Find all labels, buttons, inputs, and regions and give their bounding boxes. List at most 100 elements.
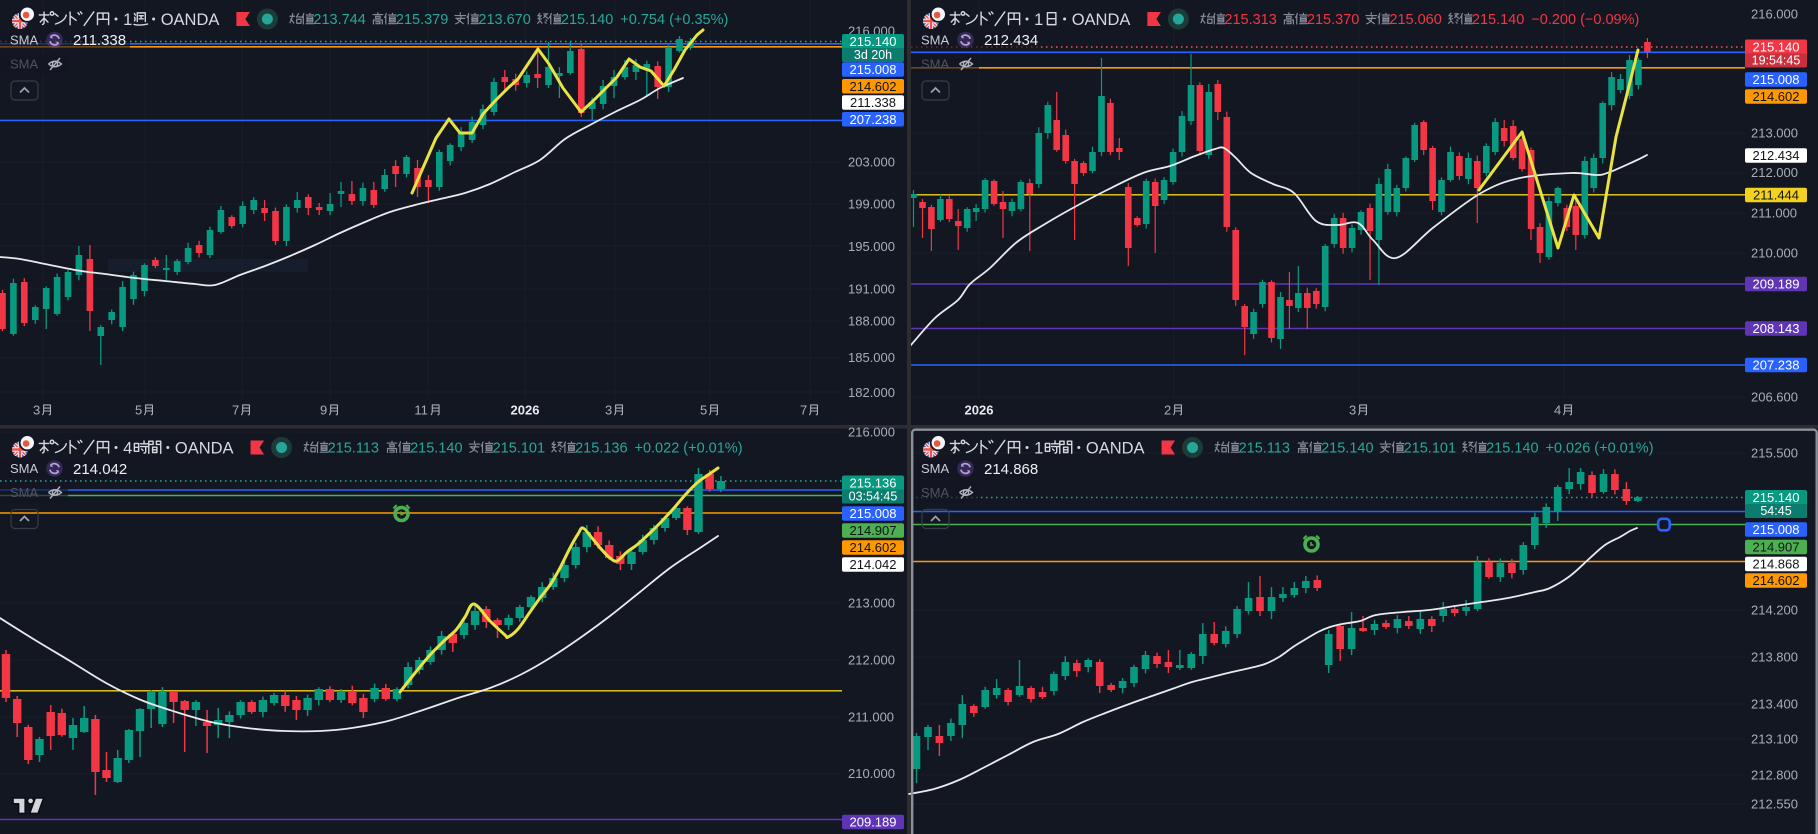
svg-text:215.136: 215.136	[575, 441, 627, 457]
svg-text:212.800: 212.800	[1751, 768, 1798, 783]
svg-text:OANDA: OANDA	[1086, 439, 1145, 457]
svg-text:199.000: 199.000	[848, 197, 895, 212]
svg-text:SMA: SMA	[10, 57, 39, 72]
svg-text:OANDA: OANDA	[161, 11, 220, 29]
svg-text:214.200: 214.200	[1751, 603, 1798, 618]
svg-text:19:54:45: 19:54:45	[1752, 53, 1801, 67]
svg-text:+0.754 (+0.35%): +0.754 (+0.35%)	[620, 12, 728, 28]
svg-text:209.189: 209.189	[1753, 277, 1800, 292]
svg-text:SMA: SMA	[921, 485, 950, 500]
svg-text:03:54:45: 03:54:45	[849, 489, 898, 503]
svg-text:213.670: 213.670	[478, 12, 530, 28]
svg-text:188.000: 188.000	[848, 314, 895, 329]
svg-text:214.602: 214.602	[850, 540, 897, 555]
svg-text:215.370: 215.370	[1307, 12, 1359, 28]
svg-text:211.000: 211.000	[1751, 206, 1797, 221]
svg-text:212.550: 212.550	[1751, 797, 1798, 812]
svg-text:1: 1	[1034, 439, 1043, 457]
svg-text:+0.026 (+0.01%): +0.026 (+0.01%)	[1546, 441, 1654, 457]
svg-text:211.338: 211.338	[73, 32, 126, 49]
svg-text:214.868: 214.868	[1753, 557, 1800, 572]
svg-text:210.000: 210.000	[848, 766, 895, 781]
svg-text:211.338: 211.338	[850, 95, 896, 110]
svg-text:214.602: 214.602	[850, 79, 897, 94]
svg-text:211.000: 211.000	[848, 710, 894, 725]
svg-text:213.000: 213.000	[1751, 126, 1798, 141]
svg-text:208.143: 208.143	[1753, 321, 1800, 336]
svg-text:182.000: 182.000	[848, 385, 895, 400]
svg-text:212.000: 212.000	[1751, 165, 1798, 180]
svg-text:215.136: 215.136	[850, 476, 897, 491]
svg-text:54:45: 54:45	[1760, 504, 1791, 518]
svg-text:2026: 2026	[511, 403, 540, 418]
svg-text:SMA: SMA	[10, 461, 39, 476]
svg-text:206.600: 206.600	[1751, 390, 1798, 405]
svg-text:215.140: 215.140	[1753, 40, 1800, 55]
svg-text:214.042: 214.042	[73, 461, 127, 478]
svg-text:215.140: 215.140	[1753, 490, 1800, 505]
svg-text:215.379: 215.379	[396, 12, 448, 28]
svg-text:213.744: 213.744	[313, 12, 365, 28]
svg-text:213.100: 213.100	[1751, 732, 1798, 747]
svg-text:216.000: 216.000	[848, 425, 895, 440]
svg-text:215.101: 215.101	[1404, 441, 1456, 457]
svg-text:OANDA: OANDA	[1072, 11, 1131, 29]
svg-text:4: 4	[123, 439, 132, 457]
svg-text:215.008: 215.008	[850, 62, 897, 77]
svg-text:1: 1	[1034, 11, 1043, 29]
svg-text:203.000: 203.000	[848, 155, 895, 170]
svg-text:212.434: 212.434	[1753, 148, 1800, 163]
svg-text:207.238: 207.238	[1753, 358, 1800, 373]
svg-text:3: 3	[1349, 403, 1356, 418]
svg-text:215.060: 215.060	[1389, 12, 1441, 28]
svg-text:211.444: 211.444	[1753, 188, 1799, 203]
svg-text:7: 7	[800, 403, 807, 418]
svg-text:210.000: 210.000	[1751, 246, 1798, 261]
svg-text:SMA: SMA	[10, 485, 39, 500]
svg-text:SMA: SMA	[921, 33, 950, 48]
svg-text:2: 2	[1164, 403, 1171, 418]
svg-text:215.113: 215.113	[1239, 441, 1290, 457]
svg-text:SMA: SMA	[921, 57, 950, 72]
svg-text:11: 11	[414, 403, 428, 418]
svg-text:5: 5	[700, 403, 707, 418]
svg-text:212.434: 212.434	[984, 32, 1038, 49]
svg-text:214.907: 214.907	[1753, 540, 1800, 555]
svg-text:215.140: 215.140	[561, 12, 613, 28]
svg-text:215.140: 215.140	[410, 441, 462, 457]
svg-text:213.000: 213.000	[848, 596, 895, 611]
svg-text:213.400: 213.400	[1751, 697, 1798, 712]
svg-text:215.313: 215.313	[1224, 12, 1276, 28]
svg-text:3: 3	[33, 403, 40, 418]
svg-text:215.101: 215.101	[493, 441, 545, 457]
svg-text:214.907: 214.907	[850, 523, 897, 538]
svg-text:−0.200 (−0.09%): −0.200 (−0.09%)	[1531, 12, 1639, 28]
svg-text:209.189: 209.189	[850, 815, 897, 830]
svg-text:214.602: 214.602	[1753, 573, 1800, 588]
svg-text:4: 4	[1554, 403, 1561, 418]
svg-text:215.008: 215.008	[1753, 72, 1800, 87]
svg-text:SMA: SMA	[10, 33, 39, 48]
svg-text:207.238: 207.238	[850, 112, 897, 127]
svg-text:215.140: 215.140	[1486, 441, 1538, 457]
svg-text:3: 3	[605, 403, 612, 418]
svg-text:5: 5	[135, 403, 142, 418]
svg-text:215.113: 215.113	[328, 441, 379, 457]
svg-text:195.000: 195.000	[848, 239, 895, 254]
svg-text:1: 1	[123, 11, 132, 29]
svg-text:215.140: 215.140	[1472, 12, 1524, 28]
svg-text:185.000: 185.000	[848, 350, 895, 365]
svg-text:214.868: 214.868	[984, 461, 1038, 478]
svg-text:191.000: 191.000	[848, 282, 895, 297]
svg-text:215.500: 215.500	[1751, 446, 1798, 461]
svg-text:212.000: 212.000	[848, 653, 895, 668]
svg-text:215.008: 215.008	[850, 506, 897, 521]
svg-text:215.140: 215.140	[850, 34, 897, 49]
svg-text:9: 9	[320, 403, 327, 418]
svg-text:2026: 2026	[965, 403, 994, 418]
svg-text:216.000: 216.000	[1751, 7, 1798, 22]
svg-text:215.140: 215.140	[1321, 441, 1373, 457]
svg-text:+0.022 (+0.01%): +0.022 (+0.01%)	[635, 441, 743, 457]
svg-text:214.602: 214.602	[1753, 89, 1800, 104]
svg-text:OANDA: OANDA	[175, 439, 234, 457]
